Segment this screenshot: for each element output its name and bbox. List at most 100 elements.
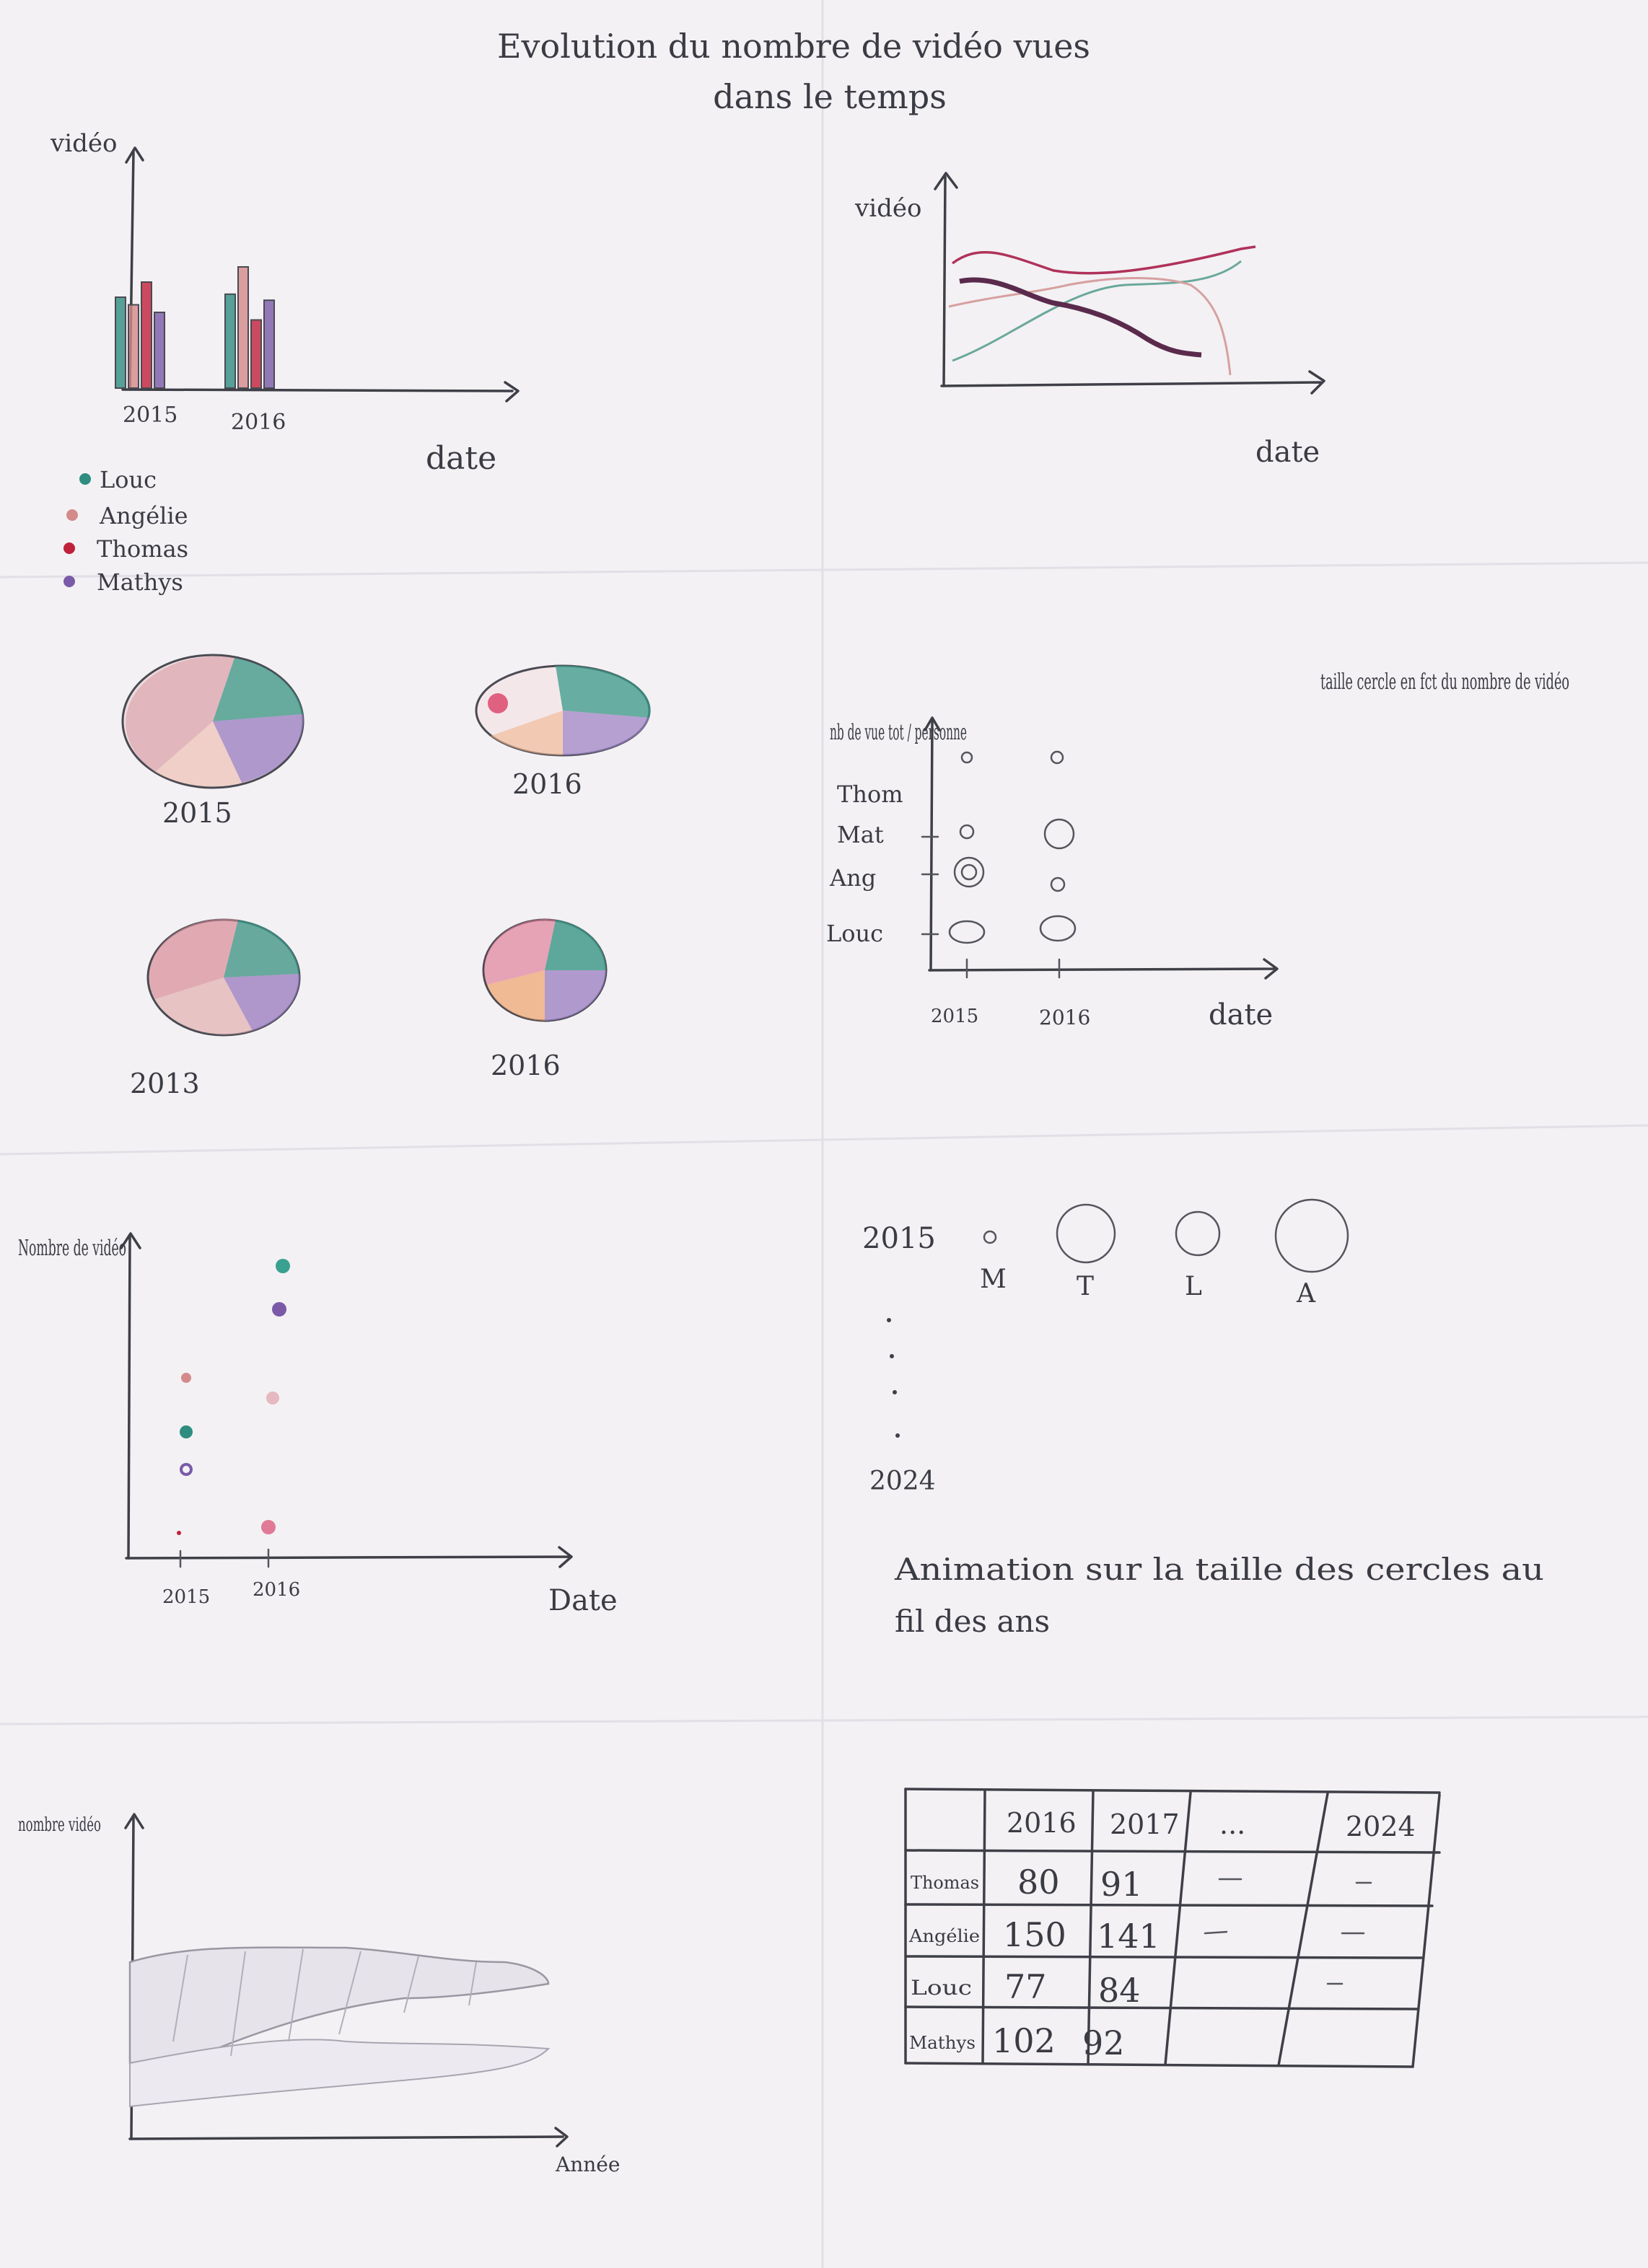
table-cell: 150 [1003, 1915, 1066, 1954]
pie-slice-louc [556, 665, 651, 718]
table-row-name: Mathys [909, 2033, 976, 2053]
legend-swatch-louc [79, 473, 91, 485]
bubble-note: taille cercle en fct du nombre de vidéo [1320, 669, 1569, 695]
animation-caption-line2: fil des ans [895, 1604, 1050, 1639]
table-row-name-text: Louc [911, 1976, 972, 2000]
bar-xlabel: date [426, 440, 496, 477]
scatter-2015-louc [180, 1425, 193, 1438]
bubble-mat-2015 [959, 824, 975, 840]
table-cell: 102 [992, 2021, 1056, 2060]
legend-thomas: Thomas [97, 535, 188, 563]
animation-sketch: 2015 M T L A 2024 Animation sur la taill… [862, 1198, 1544, 1639]
bubble-row-mat: Mat [837, 821, 884, 848]
bubble-louc-2016 [1039, 915, 1077, 942]
scatter-xlabel: Date [548, 1584, 618, 1617]
sheet-title-line1: Evolution du nombre de vidéo vues [497, 27, 1090, 66]
bar-2015-thomas [141, 281, 152, 389]
table-column-lines [904, 1788, 1441, 2068]
bar-2016-angélie [237, 266, 249, 389]
bar-2015-angélie [128, 304, 139, 389]
table-row-name-text: Mathys [909, 2033, 976, 2053]
area-hatching [172, 1948, 477, 2057]
line-series-mathys [959, 277, 1202, 358]
animation-circle-l [1175, 1210, 1221, 1257]
table-cell: 92 [1082, 2023, 1125, 2062]
scatter-ylabel: Nombre de vidéo [18, 1236, 126, 1261]
bar-chart-sketch: vidéo date 2015 2016 [50, 129, 520, 477]
pie-sketch-1: 2015 [121, 654, 304, 829]
scatter-2016-angelie [266, 1392, 279, 1405]
area-xlabel: Année [555, 2153, 620, 2176]
scatter-2016-mathys [272, 1302, 286, 1317]
pie-label-2: 2016 [512, 768, 582, 800]
scatter-2015-thomas [177, 1531, 181, 1535]
bar-legend: Louc Angélie Thomas Mathys [63, 466, 188, 596]
bar-2016-thomas [250, 319, 262, 389]
bubble-ylabel-text: nb de vue tot / personne [830, 720, 967, 745]
paper-fold-2 [0, 1124, 1648, 1156]
pie-sketch-3: 2013 [130, 918, 301, 1099]
area-ylabel-text: nombre vidéo [18, 1814, 101, 1836]
bar-2016-mathys [263, 299, 275, 390]
table-header-2016: 2016 [1007, 1807, 1077, 1839]
legend-angelie: Angélie [99, 502, 188, 529]
bubble-ang-2015-inner [960, 863, 978, 881]
animation-circle-m [983, 1230, 997, 1244]
animation-label-l: L [1185, 1272, 1202, 1301]
bubble-thom-2015 [960, 751, 973, 764]
animation-label-a: A [1296, 1279, 1316, 1309]
animation-label-m: M [980, 1265, 1007, 1294]
animation-year-start: 2015 [862, 1222, 936, 1255]
table-cell: 91 [1100, 1865, 1143, 1904]
bar-tick-2015: 2015 [123, 403, 177, 428]
pie-label-4: 2016 [491, 1050, 561, 1081]
pie-slice-angelie [126, 656, 235, 772]
pie-slice-louc [224, 920, 299, 977]
pie-slice-mathys [545, 970, 606, 1021]
line-series-angelie [948, 277, 1232, 376]
area-ylabel: nombre vidéo [18, 1814, 101, 1836]
pie-slice-thomas [155, 721, 242, 787]
legend-louc: Louc [100, 466, 157, 493]
pie-sketch-4: 2016 [482, 918, 608, 1081]
table-header-ellipsis: ... [1219, 1808, 1245, 1840]
bar-tick-2016: 2016 [231, 410, 286, 435]
bar-x-axis [121, 381, 520, 403]
area-band-lower [129, 2039, 551, 2108]
legend-swatch-thomas [63, 542, 75, 554]
animation-label-t: T [1077, 1272, 1094, 1301]
table-row-name: Louc [911, 1976, 972, 2000]
scatter-x-ticks [179, 1548, 270, 1568]
line-xlabel: date [1255, 436, 1320, 469]
pie-slice-louc [213, 658, 303, 721]
table-header-2024: 2024 [1346, 1811, 1416, 1842]
line-ylabel: vidéo [854, 194, 921, 223]
table-row-name-text: Angélie [908, 1926, 980, 1946]
pie-slice-thomas [155, 977, 253, 1035]
bubble-chart-sketch: nb de vue tot / personne Thom Mat Ang Lo… [826, 669, 1569, 1032]
table-cell: 77 [1004, 1967, 1047, 2006]
animation-dot [895, 1433, 900, 1438]
bubble-xtick-2015: 2015 [931, 1006, 978, 1027]
animation-year-end: 2024 [869, 1467, 936, 1496]
table-row-name: Angélie [908, 1926, 980, 1946]
table-header-2017: 2017 [1110, 1808, 1180, 1840]
scatter-ylabel-text: Nombre de vidéo [18, 1236, 126, 1261]
animation-circle-a [1274, 1198, 1349, 1273]
bubble-y-axis [924, 716, 941, 972]
pie-slice-louc [545, 920, 607, 970]
table-row-lines [904, 1788, 1441, 2068]
bubble-mat-2016 [1043, 818, 1075, 850]
animation-dot [893, 1390, 897, 1394]
bubble-ang-2016 [1050, 876, 1066, 892]
pie-slice-mathys [213, 714, 304, 783]
scatter-xtick-2015: 2015 [162, 1586, 210, 1608]
pie-sketch-2: 2016 [475, 664, 651, 800]
bubble-row-ang: Ang [829, 864, 876, 892]
scatter-2016-louc [276, 1259, 290, 1273]
pie-slice-mathys [563, 711, 649, 756]
table-empty-dashes [1204, 1878, 1372, 1985]
animation-dot [887, 1318, 891, 1322]
bubble-x-axis [928, 958, 1279, 980]
